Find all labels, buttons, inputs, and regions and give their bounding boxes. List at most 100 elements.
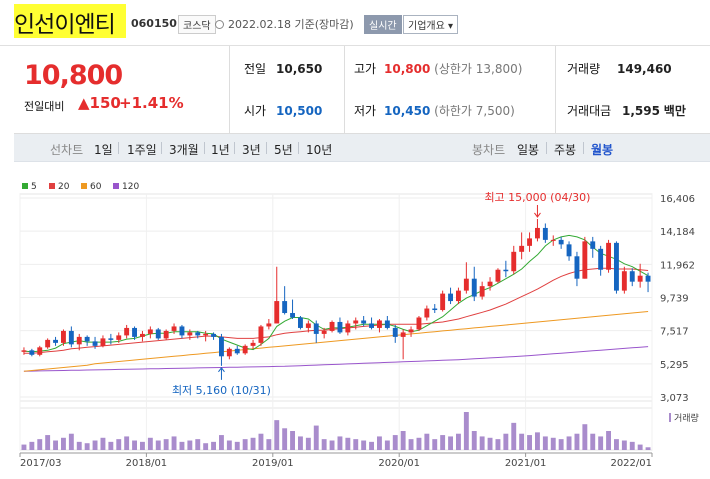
- candle-body: [258, 326, 264, 343]
- y-tick-label: 9,739: [660, 294, 689, 305]
- volume-bar: [187, 440, 193, 450]
- candle-body: [45, 339, 51, 348]
- candle-body: [187, 332, 193, 336]
- candle-body: [377, 320, 382, 328]
- candle-body: [274, 301, 280, 324]
- volume-bar: [140, 441, 145, 450]
- candle-body: [384, 320, 390, 328]
- change-percent: +1.41%: [119, 94, 184, 112]
- volume-bar: [155, 440, 161, 450]
- volume-bar: [400, 431, 406, 450]
- candle-body: [337, 321, 343, 333]
- candle-body: [37, 347, 43, 355]
- volume-bar: [266, 439, 272, 450]
- candle-body: [471, 278, 477, 297]
- candle-body: [535, 227, 540, 239]
- realtime-button[interactable]: 실시간: [364, 15, 402, 34]
- tab-1w[interactable]: 1주일: [127, 143, 157, 157]
- legend-ma5: 5: [22, 182, 37, 192]
- candle-body: [250, 342, 256, 346]
- volume-bar: [179, 441, 185, 450]
- volume-bar: [305, 437, 311, 450]
- candle-body: [76, 336, 82, 345]
- x-tick-label: 2020/01: [378, 458, 420, 469]
- divider: [118, 142, 119, 154]
- tab-weekly[interactable]: 주봉: [554, 143, 577, 157]
- candle-body: [645, 275, 651, 282]
- volume-bar: [116, 439, 122, 450]
- tab-3y[interactable]: 3년: [242, 143, 261, 157]
- x-tick-label: 2017/03: [20, 458, 62, 469]
- candle-body: [305, 323, 311, 328]
- candle-chart-label[interactable]: 봉차트: [472, 143, 506, 157]
- candle-body: [92, 341, 98, 346]
- candle-body: [171, 326, 177, 331]
- tab-10y[interactable]: 10년: [306, 143, 333, 157]
- volume-bar: [606, 431, 611, 450]
- tab-5y[interactable]: 5년: [274, 143, 293, 157]
- candle-body: [21, 350, 27, 352]
- volume-bar: [45, 435, 51, 450]
- volume-bar: [84, 443, 90, 450]
- volume-bar: [392, 435, 398, 450]
- volume-bar: [329, 440, 335, 450]
- volume-bar: [147, 437, 153, 450]
- line-chart-label[interactable]: 선차트: [50, 143, 84, 157]
- volume-bar: [242, 439, 248, 450]
- tab-1y[interactable]: 1년: [211, 143, 230, 157]
- company-overview-dropdown[interactable]: 기업개요 ▾: [403, 15, 458, 34]
- current-price: 10,800: [24, 60, 123, 91]
- candle-body: [163, 330, 169, 339]
- candle-body: [590, 241, 596, 249]
- volume-bar: [361, 440, 367, 450]
- volume-bar: [598, 436, 604, 450]
- volume-bar: [432, 439, 438, 450]
- volume-bar: [590, 433, 596, 450]
- volume-bar: [369, 441, 374, 450]
- prev-close: 전일 10,650: [244, 62, 323, 76]
- current-price-panel: 10,800 전일대비 ▲150 +1.41%: [14, 46, 230, 134]
- volume-bar: [211, 441, 216, 450]
- candle-body: [147, 329, 153, 334]
- volume-bar: [503, 433, 509, 450]
- candle-body: [519, 245, 525, 252]
- y-tick-label: 3,073: [660, 393, 689, 404]
- volume-bar: [124, 436, 130, 450]
- candle-body: [53, 339, 58, 343]
- volume-bar: [463, 412, 469, 450]
- tab-1d[interactable]: 1일: [94, 143, 113, 157]
- change-label: 전일대비: [24, 100, 65, 113]
- candle-body: [266, 323, 272, 327]
- volume-bar: [108, 441, 114, 450]
- volume-bar: [195, 439, 201, 450]
- divider: [583, 142, 584, 154]
- volume-bar: [645, 447, 651, 450]
- candle-body: [558, 239, 564, 245]
- tab-3m[interactable]: 3개월: [169, 143, 199, 157]
- volume-bar: [456, 433, 461, 450]
- change-value: ▲150: [78, 94, 121, 112]
- volume-bar: [629, 441, 635, 450]
- tab-monthly[interactable]: 월봉: [591, 143, 614, 157]
- divider: [204, 142, 205, 154]
- volume-bar: [163, 439, 169, 450]
- candle-body: [424, 308, 430, 318]
- volume: 거래량 149,460: [567, 62, 672, 76]
- high-price: 고가 10,800 (상한가 13,800): [354, 62, 523, 76]
- price-plot-area: [19, 193, 653, 402]
- clock-icon: [215, 20, 224, 29]
- candle-body: [298, 317, 303, 328]
- candle-body: [203, 333, 209, 336]
- price-summary: 10,800 전일대비 ▲150 +1.41% 전일 10,650 고가 10,80…: [14, 46, 710, 134]
- candle-body: [550, 239, 556, 241]
- volume-bar: [298, 436, 303, 450]
- volume-bar: [313, 425, 319, 450]
- open-price: 시가 10,500: [244, 104, 323, 118]
- tab-daily[interactable]: 일봉: [517, 143, 540, 157]
- candle-body: [463, 278, 469, 291]
- date-info: 2022.02.18 기준(장마감): [215, 16, 354, 32]
- chart-toolbar: 선차트 1일 1주일 3개월 1년 3년 5년 10년 봉차트 일봉 주봉 월봉: [14, 134, 710, 162]
- y-tick-label: 14,184: [660, 227, 695, 238]
- volume-bar: [542, 436, 548, 450]
- volume-bar: [471, 431, 477, 450]
